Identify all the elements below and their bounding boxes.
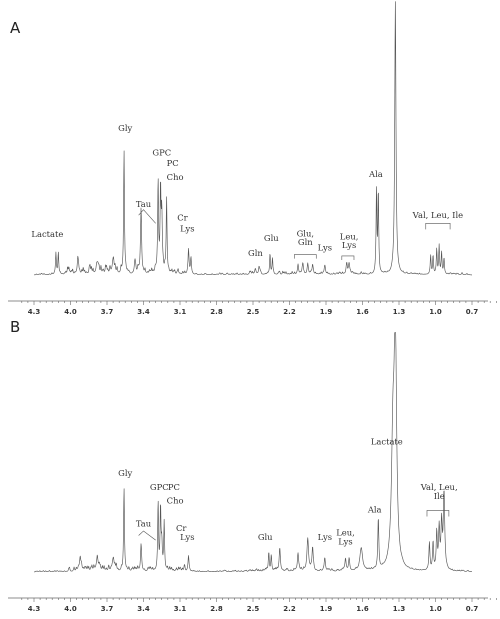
x-tick-label: 4.0 [64,308,77,316]
peak-label-2: Gly [118,468,132,478]
x-tick-label: 2.8 [210,605,223,613]
panel-a-x-axis: 4.3 4.0 3.7 3.4 3.1 2.8 2.5 2.2 1.9 1.6 1.3 1.0 0.7 [8,300,497,316]
x-tick-label: 1.0 [429,308,442,316]
peak-label-8: Lys [180,532,194,542]
x-tick-label: 3.7 [101,605,114,613]
x-tick-label: 2.5 [247,605,260,613]
peak-label-13: Gln [298,237,313,247]
peak-label-18: Val, Leu, Ile [412,210,463,220]
peak-label-12: Glu, [297,228,314,238]
peak-label-11: Glu [264,233,279,243]
x-tick-label: 2.2 [283,605,296,613]
panel-b-spectrum-line [33,332,473,573]
peak-label-5: Cho [167,172,184,182]
peak-label-16: Lys [342,240,356,250]
panel-b-letter: B [10,318,20,336]
x-tick-label: 1.3 [393,308,406,316]
x-tick-label: 3.4 [137,605,150,613]
peak-label-12: Lys [338,537,352,547]
peak-label-14: Lys [318,243,332,253]
peak-label-17: Ala [368,169,383,179]
x-tick-label: 1.9 [320,605,333,613]
peak-label-8: Lys [180,224,194,234]
panel-b-x-axis: 4.3 4.0 3.7 3.4 3.1 2.8 2.5 2.2 1.9 1.6 1.3 1.0 0.7 [8,597,497,613]
peak-label-4: PC [168,482,180,492]
x-tick-label: 3.1 [174,605,187,613]
panel-a-letter: A [10,19,21,37]
x-tick-label: 1.6 [356,605,369,613]
peak-label-13: Ala [367,505,382,515]
x-tick-label: 3.1 [174,308,187,316]
peak-label-9: Glu [258,532,273,542]
peak-label-6: Tau [136,518,152,528]
peak-label-11: Leu, [336,528,355,538]
x-tick-label: 4.3 [28,308,41,316]
glu-gln-bracket [294,254,317,259]
tau-leader [138,530,156,541]
panel-a-spectrum-line [33,1,473,276]
x-tick-label: 1.6 [356,308,369,316]
peak-label-5: Cho [167,496,184,506]
x-tick-label: 3.4 [137,308,150,316]
panel-b-brackets [138,510,450,541]
val-leu-ile-bracket [425,223,451,230]
peak-label-14: Val, Leu, [420,482,458,492]
peak-label-15: Leu, [340,232,359,242]
peak-label-3: GPC [150,482,169,492]
peak-label-2: Gly [118,123,132,133]
peak-label-7: Cr [176,523,186,533]
val-leu-ile-bracket [426,510,450,517]
peak-label-9: Lactate [31,229,63,239]
panel-a-peak-labels: LactateGlyGPCPCChoTauCrLysLactateGlnGluG… [31,123,463,258]
x-tick-label: 2.2 [283,308,296,316]
peak-label-7: Cr [177,213,187,223]
panel-a-brackets [138,209,451,260]
panel-a: A LactateGlyGPCPCChoTauCrLysLactateGlnGl… [8,1,497,316]
x-tick-label: 2.8 [210,308,223,316]
peak-label-10: Lys [318,532,332,542]
x-tick-label: 1.9 [320,308,333,316]
peak-label-15: Ile [434,491,445,501]
x-tick-label: 1.3 [393,605,406,613]
tau-leader [138,209,156,224]
peak-label-4: PC [167,158,179,168]
x-tick-label: 0.7 [466,605,479,613]
x-tick-label: 3.7 [101,308,114,316]
x-tick-label: 4.0 [64,605,77,613]
peak-label-6: Tau [136,199,152,209]
peak-label-1: Lactate [371,436,403,446]
x-tick-label: 4.3 [28,605,41,613]
peak-label-3: GPC [152,147,171,157]
x-tick-label: 2.5 [247,308,260,316]
x-tick-label: 0.7 [466,308,479,316]
peak-label-10: Gln [248,248,263,258]
leu-lys-bracket [341,255,355,260]
x-tick-label: 1.0 [429,605,442,613]
